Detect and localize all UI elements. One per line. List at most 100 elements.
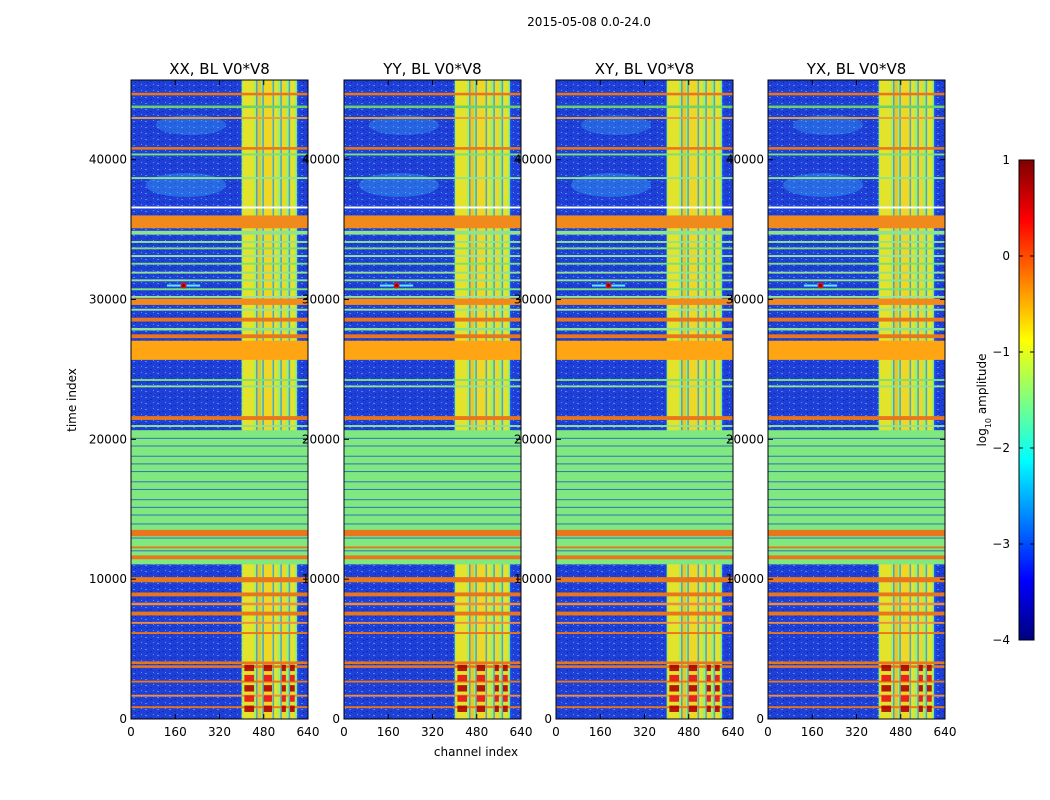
heatmap-band xyxy=(768,117,945,119)
heatmap-streak xyxy=(131,481,308,483)
x-tick-label: 0 xyxy=(340,725,348,739)
heatmap-streak xyxy=(344,523,521,525)
heatmap-streak xyxy=(768,499,945,501)
heatmap-band xyxy=(556,694,733,697)
heatmap-band xyxy=(344,327,521,331)
heatmap-band xyxy=(344,577,521,583)
heatmap-panel: XX, BL V0*V8 0 160 320 480 640 0 10000 20000 3000… xyxy=(89,60,320,739)
colorbar-tick-label: −1 xyxy=(992,345,1010,359)
heatmap-band xyxy=(768,327,945,331)
heatmap-hot-block xyxy=(918,685,923,692)
heatmap-band xyxy=(131,327,308,331)
heatmap-band xyxy=(131,271,308,274)
heatmap-hot-block xyxy=(669,685,680,692)
heatmap-band xyxy=(344,416,521,420)
y-tick-label: 0 xyxy=(119,712,127,726)
x-tick-label: 320 xyxy=(421,725,444,739)
heatmap-streak xyxy=(344,437,521,439)
heatmap-streak xyxy=(768,437,945,439)
heatmap-band xyxy=(131,416,308,420)
heatmap-streak xyxy=(131,488,308,490)
heatmap-band xyxy=(344,298,521,305)
heatmap-streak xyxy=(768,445,945,447)
heatmap-band xyxy=(344,153,521,156)
heatmap-band xyxy=(131,602,308,606)
heatmap-band xyxy=(768,611,945,616)
heatmap-band xyxy=(556,385,733,388)
heatmap-band xyxy=(344,425,521,427)
x-tick-label: 480 xyxy=(465,725,488,739)
heatmap-haze xyxy=(146,173,226,197)
heatmap-hot-block xyxy=(476,685,486,692)
heatmap-streak xyxy=(131,471,308,473)
heatmap-streak xyxy=(344,471,521,473)
heatmap-rfi-channel xyxy=(681,80,686,719)
heatmap-hot-block xyxy=(457,685,468,692)
heatmap-hot-block xyxy=(263,705,273,712)
heatmap-haze xyxy=(783,173,863,197)
heatmap-hot-block xyxy=(881,685,892,692)
heatmap-hot-block xyxy=(281,685,286,692)
heatmap-band xyxy=(344,621,521,624)
heatmap-band xyxy=(768,177,945,180)
heatmap-band xyxy=(344,665,521,668)
heatmap-band xyxy=(556,105,733,109)
heatmap-hot-block xyxy=(494,674,499,682)
heatmap-hot-block xyxy=(881,695,892,702)
heatmap-band xyxy=(556,241,733,243)
heatmap-band xyxy=(768,334,945,339)
heatmap-streak xyxy=(768,463,945,465)
heatmap-rfi-channel xyxy=(243,80,255,719)
heatmap-rfi-gap xyxy=(288,80,291,719)
heatmap-rfi-gap xyxy=(262,80,264,719)
heatmap-band xyxy=(344,271,521,274)
heatmap-source-core xyxy=(607,284,611,288)
heatmap-rfi-gap xyxy=(893,80,895,719)
heatmap-hot-block xyxy=(263,674,273,682)
heatmap-rfi-gap xyxy=(485,80,488,719)
heatmap-hot-block xyxy=(503,685,508,692)
heatmap-hot-block xyxy=(918,705,923,712)
heatmap-band xyxy=(768,153,945,156)
x-tick-label: 160 xyxy=(164,725,187,739)
heatmap-band xyxy=(556,271,733,274)
heatmap-band xyxy=(344,206,521,209)
heatmap-band xyxy=(768,308,945,311)
heatmap-band xyxy=(131,153,308,156)
y-tick-label: 40000 xyxy=(89,153,127,167)
heatmap-image xyxy=(131,80,308,719)
heatmap-streak xyxy=(556,523,733,525)
heatmap-rfi-gap xyxy=(917,80,919,719)
heatmap-band xyxy=(556,298,733,305)
heatmap-band xyxy=(556,555,733,560)
heatmap-hot-block xyxy=(881,705,892,712)
heatmap-hot-block xyxy=(281,674,286,682)
heatmap-hot-block xyxy=(900,685,910,692)
heatmap-haze xyxy=(359,173,439,197)
heatmap-band xyxy=(556,577,733,583)
heatmap-hot-block xyxy=(927,695,932,702)
y-tick-label: 30000 xyxy=(89,293,127,307)
heatmap-band xyxy=(131,632,308,635)
heatmap-band xyxy=(344,177,521,180)
heatmap-hot-block xyxy=(476,705,486,712)
heatmap-band xyxy=(344,295,521,298)
heatmap-band xyxy=(131,706,308,709)
heatmap-hot-block xyxy=(715,705,720,712)
heatmap-rfi-gap xyxy=(681,80,683,719)
heatmap-band xyxy=(556,416,733,420)
heatmap-hot-block xyxy=(918,695,923,702)
heatmap-band xyxy=(768,694,945,697)
heatmap-hot-block xyxy=(688,685,698,692)
heatmap-streak xyxy=(131,445,308,447)
heatmap-rfi-channel xyxy=(263,80,273,719)
heatmap-rfi-channel xyxy=(900,80,910,719)
heatmap-source-core xyxy=(395,284,399,288)
heatmap-band xyxy=(556,327,733,331)
heatmap-band xyxy=(768,416,945,420)
heatmap-band xyxy=(556,340,733,360)
heatmap-band xyxy=(344,255,521,258)
heatmap-band xyxy=(556,247,733,250)
heatmap-streak xyxy=(344,537,521,539)
heatmap-rfi-channel xyxy=(910,80,915,719)
